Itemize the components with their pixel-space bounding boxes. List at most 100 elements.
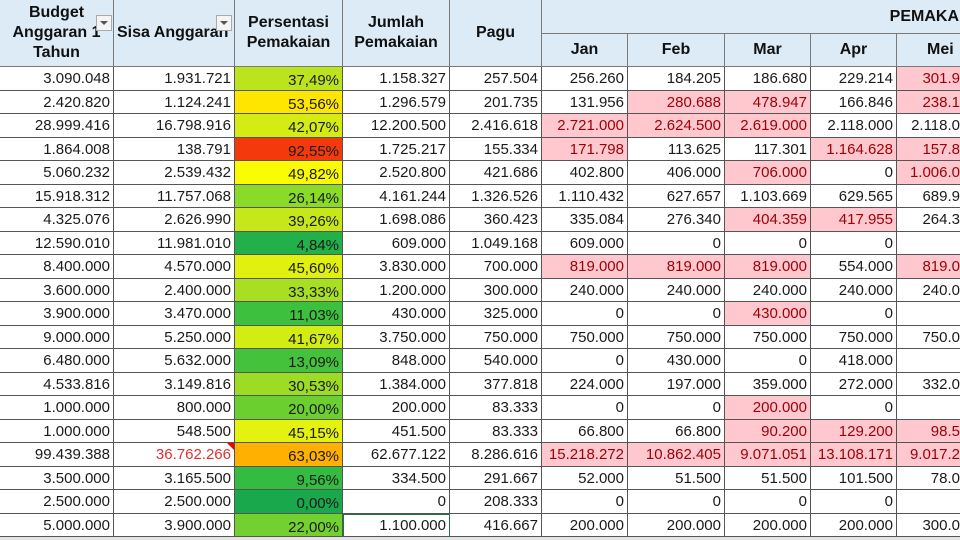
cell-mar[interactable]: 478.947 [725,90,811,114]
cell-mar[interactable]: 0 [725,231,811,255]
cell-jumlah[interactable]: 609.000 [343,231,450,255]
cell-jumlah[interactable]: 0 [343,490,450,514]
cell-budget[interactable]: 99.439.388 [0,443,114,467]
cell-pct[interactable]: 53,56% [235,90,343,114]
cell-jumlah[interactable]: 1.698.086 [343,208,450,232]
cell-feb[interactable]: 276.340 [628,208,725,232]
cell-mei[interactable]: 78.0 [897,466,960,490]
cell-pagu[interactable]: 201.735 [450,90,542,114]
cell-mei[interactable] [897,349,960,373]
cell-feb[interactable]: 0 [628,396,725,420]
cell-jan[interactable]: 200.000 [542,513,628,537]
cell-sisa[interactable]: 2.539.432 [114,161,235,185]
cell-budget[interactable]: 2.420.820 [0,90,114,114]
cell-mar[interactable]: 9.071.051 [725,443,811,467]
cell-budget[interactable]: 8.400.000 [0,255,114,279]
cell-jumlah[interactable]: 62.677.122 [343,443,450,467]
header-month-mei[interactable]: Mei [897,34,960,67]
cell-feb[interactable]: 750.000 [628,325,725,349]
cell-mar[interactable]: 750.000 [725,325,811,349]
cell-jan[interactable]: 1.110.432 [542,184,628,208]
cell-apr[interactable]: 750.000 [811,325,897,349]
cell-jan[interactable]: 240.000 [542,278,628,302]
cell-apr[interactable]: 240.000 [811,278,897,302]
cell-apr[interactable]: 166.846 [811,90,897,114]
cell-pagu[interactable]: 750.000 [450,325,542,349]
cell-mei[interactable]: 157.8 [897,137,960,161]
cell-pagu[interactable]: 155.334 [450,137,542,161]
cell-sisa[interactable]: 138.791 [114,137,235,161]
cell-jumlah[interactable]: 334.500 [343,466,450,490]
cell-jan[interactable]: 15.218.272 [542,443,628,467]
cell-feb[interactable]: 200.000 [628,513,725,537]
cell-feb[interactable]: 66.800 [628,419,725,443]
cell-mar[interactable]: 51.500 [725,466,811,490]
cell-pagu[interactable]: 83.333 [450,419,542,443]
cell-jan[interactable]: 402.800 [542,161,628,185]
cell-apr[interactable]: 101.500 [811,466,897,490]
cell-budget[interactable]: 9.000.000 [0,325,114,349]
cell-jan[interactable]: 66.800 [542,419,628,443]
cell-sisa[interactable]: 800.000 [114,396,235,420]
cell-jan[interactable]: 52.000 [542,466,628,490]
cell-apr[interactable]: 0 [811,231,897,255]
cell-mar[interactable]: 706.000 [725,161,811,185]
cell-budget[interactable]: 2.500.000 [0,490,114,514]
cell-budget[interactable]: 15.918.312 [0,184,114,208]
cell-apr[interactable]: 554.000 [811,255,897,279]
cell-apr[interactable]: 1.164.628 [811,137,897,161]
cell-budget[interactable]: 6.480.000 [0,349,114,373]
cell-pct[interactable]: 22,00% [235,513,343,537]
header-budget[interactable]: Budget Anggaran 1 Tahun [0,0,114,67]
cell-feb[interactable]: 10.862.405 [628,443,725,467]
cell-jan[interactable]: 256.260 [542,67,628,91]
cell-sisa[interactable]: 2.500.000 [114,490,235,514]
cell-pagu[interactable]: 360.423 [450,208,542,232]
cell-apr[interactable]: 229.214 [811,67,897,91]
cell-mei[interactable] [897,490,960,514]
header-persentasi[interactable]: Persentasi Pemakaian [235,0,343,67]
cell-jan[interactable]: 0 [542,396,628,420]
cell-pagu[interactable]: 416.667 [450,513,542,537]
cell-jumlah[interactable]: 4.161.244 [343,184,450,208]
cell-jan[interactable]: 750.000 [542,325,628,349]
cell-pagu[interactable]: 377.818 [450,372,542,396]
header-month-feb[interactable]: Feb [628,34,725,67]
cell-apr[interactable]: 418.000 [811,349,897,373]
cell-jan[interactable]: 0 [542,349,628,373]
cell-apr[interactable]: 0 [811,490,897,514]
cell-mar[interactable]: 200.000 [725,513,811,537]
cell-apr[interactable]: 200.000 [811,513,897,537]
cell-jan[interactable]: 171.798 [542,137,628,161]
cell-feb[interactable]: 197.000 [628,372,725,396]
cell-feb[interactable]: 113.625 [628,137,725,161]
cell-feb[interactable]: 406.000 [628,161,725,185]
cell-sisa[interactable]: 2.626.990 [114,208,235,232]
cell-jumlah[interactable]: 1.725.217 [343,137,450,161]
cell-mei[interactable] [897,231,960,255]
cell-budget[interactable]: 4.533.816 [0,372,114,396]
header-pemakaian-group[interactable]: PEMAKA [542,0,960,34]
filter-dropdown-icon[interactable] [96,15,112,31]
cell-sisa[interactable]: 5.632.000 [114,349,235,373]
cell-feb[interactable]: 819.000 [628,255,725,279]
cell-pct[interactable]: 37,49% [235,67,343,91]
cell-sisa[interactable]: 2.400.000 [114,278,235,302]
cell-pagu[interactable]: 325.000 [450,302,542,326]
cell-sisa[interactable]: 16.798.916 [114,114,235,138]
cell-budget[interactable]: 28.999.416 [0,114,114,138]
cell-budget[interactable]: 1.000.000 [0,419,114,443]
cell-apr[interactable]: 417.955 [811,208,897,232]
cell-feb[interactable]: 430.000 [628,349,725,373]
cell-mar[interactable]: 200.000 [725,396,811,420]
cell-sisa[interactable]: 1.931.721 [114,67,235,91]
cell-pct[interactable]: 45,15% [235,419,343,443]
cell-budget[interactable]: 3.900.000 [0,302,114,326]
cell-apr[interactable]: 0 [811,396,897,420]
cell-pct[interactable]: 9,56% [235,466,343,490]
cell-jan[interactable]: 819.000 [542,255,628,279]
cell-budget[interactable]: 5.000.000 [0,513,114,537]
cell-pct[interactable]: 26,14% [235,184,343,208]
cell-jumlah[interactable]: 848.000 [343,349,450,373]
header-pagu[interactable]: Pagu [450,0,542,67]
